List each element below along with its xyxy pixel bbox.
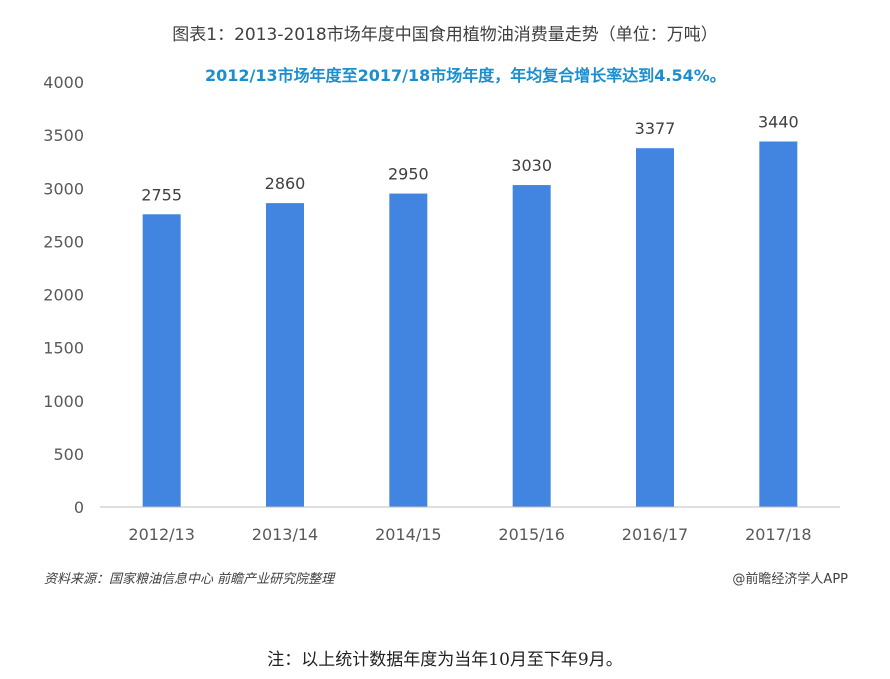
y-tick-label-4: 2000	[43, 286, 84, 305]
x-axis: 2012/13 2013/14 2014/15 2015/16 2016/17 2017/…	[100, 506, 840, 544]
footnote: 注：以上统计数据年度为当年10月至下年9月。	[267, 650, 623, 670]
bar-1	[266, 203, 304, 507]
data-label-3: 3030	[511, 156, 552, 175]
bar-5	[759, 141, 798, 507]
data-label-1: 2860	[265, 174, 306, 193]
y-tick-label-8: 4000	[43, 73, 84, 92]
data-label-2: 2950	[388, 165, 429, 184]
credit-text: @前瞻经济学人APP	[732, 572, 848, 587]
y-tick-label-6: 3000	[43, 179, 84, 198]
y-tick-label-1: 500	[53, 445, 84, 464]
y-tick-label-5: 2500	[43, 232, 84, 251]
y-tick-label-3: 1500	[43, 339, 84, 358]
bar-2	[389, 193, 428, 507]
bar-3	[512, 185, 551, 507]
x-tick-label-3: 2015/16	[498, 525, 564, 544]
bars-group	[142, 141, 798, 507]
data-label-5: 3440	[758, 113, 799, 132]
bar-chart: 0 500 1000 1500 2000 2500 3000 3500 4000 2755 286…	[43, 73, 840, 544]
x-tick-label-4: 2016/17	[622, 525, 688, 544]
data-label-0: 2755	[141, 185, 182, 204]
data-label-4: 3377	[635, 119, 676, 138]
data-labels-group: 2755 2860 2950 3030 3377 3440	[141, 113, 798, 205]
y-tick-label-2: 1000	[43, 392, 84, 411]
growth-annotation: 2012/13市场年度至2017/18市场年度，年均复合增长率达到4.54%。	[205, 66, 726, 85]
y-axis: 0 500 1000 1500 2000 2500 3000 3500 4000	[43, 73, 84, 517]
y-tick-label-7: 3500	[43, 126, 84, 145]
x-tick-label-0: 2012/13	[128, 525, 194, 544]
x-tick-label-2: 2014/15	[375, 525, 441, 544]
x-tick-label-5: 2017/18	[745, 525, 811, 544]
source-text: 资料来源：国家粮油信息中心 前瞻产业研究院整理	[44, 572, 335, 587]
bar-4	[636, 148, 674, 507]
x-tick-label-1: 2013/14	[252, 525, 318, 544]
bar-0	[142, 214, 181, 507]
y-tick-label-0: 0	[74, 498, 84, 517]
chart-title: 图表1：2013-2018市场年度中国食用植物油消费量走势（单位：万吨）	[172, 25, 718, 45]
